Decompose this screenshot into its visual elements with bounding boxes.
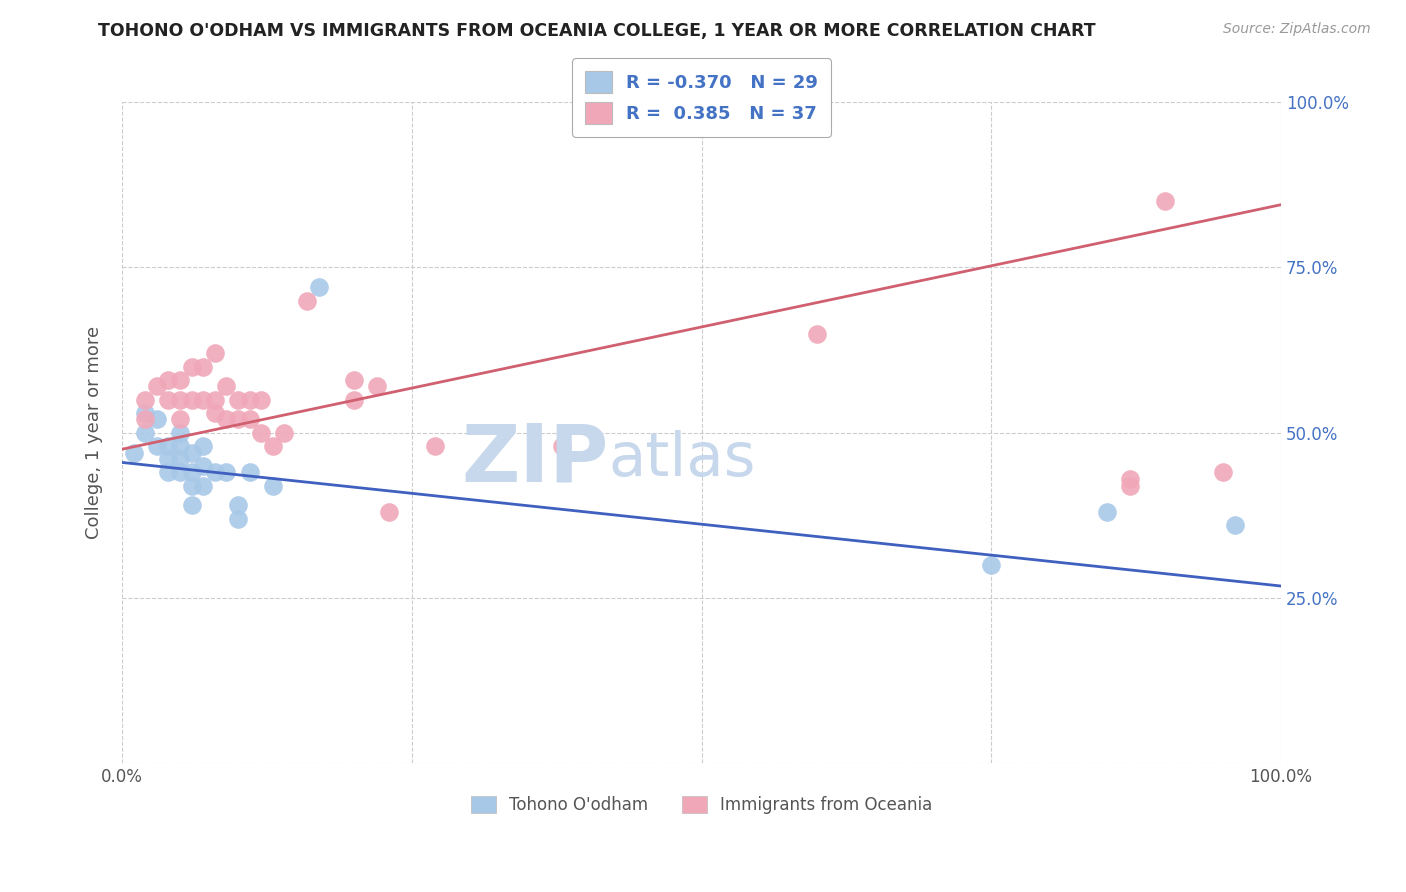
Point [169,439,191,453]
Point [169,452,191,467]
Point [169,466,191,480]
Point [366,379,388,393]
Point [146,379,169,393]
Point [1119,472,1142,486]
Point [215,412,238,426]
Point [180,499,202,513]
Point [262,439,284,453]
Point [180,466,202,480]
Point [308,280,330,294]
Point [297,293,319,308]
Point [980,558,1002,572]
Point [169,392,191,407]
Point [169,373,191,387]
Point [226,392,249,407]
Point [215,466,238,480]
Point [262,478,284,492]
Point [157,439,180,453]
Point [193,359,215,374]
Point [1212,466,1234,480]
Point [122,445,145,459]
Point [157,373,180,387]
Point [1119,478,1142,492]
Point [343,373,366,387]
Point [1223,518,1246,533]
Point [226,412,249,426]
Point [238,412,260,426]
Point [238,466,260,480]
Point [146,439,169,453]
Point [204,346,226,360]
Point [204,406,226,420]
Point [193,458,215,473]
Point [204,466,226,480]
Text: ZIP: ZIP [461,420,609,498]
Point [343,392,366,407]
Point [193,478,215,492]
Point [226,511,249,525]
Point [169,412,191,426]
Point [134,412,156,426]
Point [134,425,156,440]
Point [226,499,249,513]
Point [180,392,202,407]
Point [238,392,260,407]
Point [157,452,180,467]
Point [193,439,215,453]
Point [1154,194,1177,209]
Y-axis label: College, 1 year or more: College, 1 year or more [86,326,103,540]
Point [273,425,295,440]
Point [180,445,202,459]
Point [157,466,180,480]
Point [1095,505,1118,519]
Point [551,439,574,453]
Text: Source: ZipAtlas.com: Source: ZipAtlas.com [1223,22,1371,37]
Point [193,392,215,407]
Point [806,326,828,341]
Point [180,478,202,492]
Point [146,412,169,426]
Point [134,406,156,420]
Text: atlas: atlas [609,430,756,489]
Point [180,359,202,374]
Point [169,425,191,440]
Point [204,392,226,407]
Point [250,425,273,440]
Text: TOHONO O'ODHAM VS IMMIGRANTS FROM OCEANIA COLLEGE, 1 YEAR OR MORE CORRELATION CH: TOHONO O'ODHAM VS IMMIGRANTS FROM OCEANI… [98,22,1097,40]
Point [250,392,273,407]
Legend: Tohono O'odham, Immigrants from Oceania: Tohono O'odham, Immigrants from Oceania [464,789,939,821]
Point [377,505,399,519]
Point [134,392,156,407]
Point [157,392,180,407]
Point [423,439,446,453]
Point [215,379,238,393]
